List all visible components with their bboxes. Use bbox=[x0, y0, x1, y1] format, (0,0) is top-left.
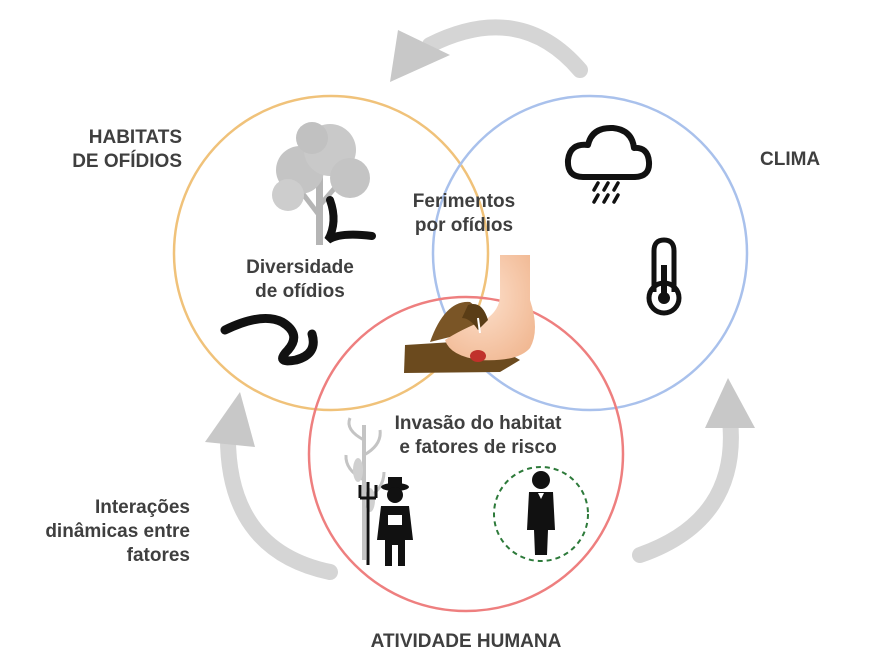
diversidade-label-line1: Diversidade bbox=[246, 257, 354, 278]
clima-label-text: CLIMA bbox=[760, 149, 821, 170]
invasao-label: Invasão do habitat e fatores de risco bbox=[380, 412, 576, 460]
businessman-icon bbox=[493, 466, 589, 562]
interacoes-label-line2: dinâmicas entre bbox=[45, 521, 190, 542]
invasao-label-line1: Invasão do habitat bbox=[394, 413, 562, 434]
atividade-humana-circle bbox=[307, 295, 625, 613]
habitats-label: HABITATS DE OFÍDIOS bbox=[40, 126, 182, 174]
cycle-arrow-right bbox=[632, 378, 755, 563]
cycle-arrow-left bbox=[205, 392, 338, 580]
ferimentos-label-line2: por ofídios bbox=[414, 215, 514, 236]
rain-cloud-icon bbox=[564, 124, 653, 204]
ferimentos-label: Ferimentos por ofídios bbox=[398, 190, 530, 238]
atividade-humana-label-text: ATIVIDADE HUMANA bbox=[370, 631, 562, 652]
diversidade-label-line2: de ofídios bbox=[255, 281, 345, 302]
habitats-label-line2: DE OFÍDIOS bbox=[72, 151, 182, 172]
cycle-arrow-top bbox=[390, 19, 588, 82]
invasao-label-line2: e fatores de risco bbox=[399, 437, 557, 458]
foot-icon bbox=[445, 255, 535, 362]
clima-circle bbox=[431, 94, 749, 412]
farmer-icon bbox=[358, 477, 413, 566]
ferimentos-label-line1: Ferimentos bbox=[412, 191, 516, 212]
habitats-circle bbox=[172, 94, 490, 412]
thermometer-icon bbox=[646, 237, 682, 316]
snake-icon bbox=[220, 313, 318, 366]
interacoes-label: Interações dinâmicas entre fatores bbox=[20, 496, 190, 568]
atividade-humana-label: ATIVIDADE HUMANA bbox=[330, 630, 602, 654]
biting-snake-head-icon bbox=[462, 304, 488, 334]
tree-icon bbox=[272, 122, 370, 245]
clima-label: CLIMA bbox=[760, 148, 820, 172]
tree-snake-icon bbox=[324, 196, 376, 244]
interacoes-label-line3: fatores bbox=[126, 545, 190, 566]
interacoes-label-line1: Interações bbox=[94, 497, 190, 518]
habitats-label-line1: HABITATS bbox=[88, 127, 182, 148]
diversidade-label: Diversidade de ofídios bbox=[232, 256, 368, 304]
